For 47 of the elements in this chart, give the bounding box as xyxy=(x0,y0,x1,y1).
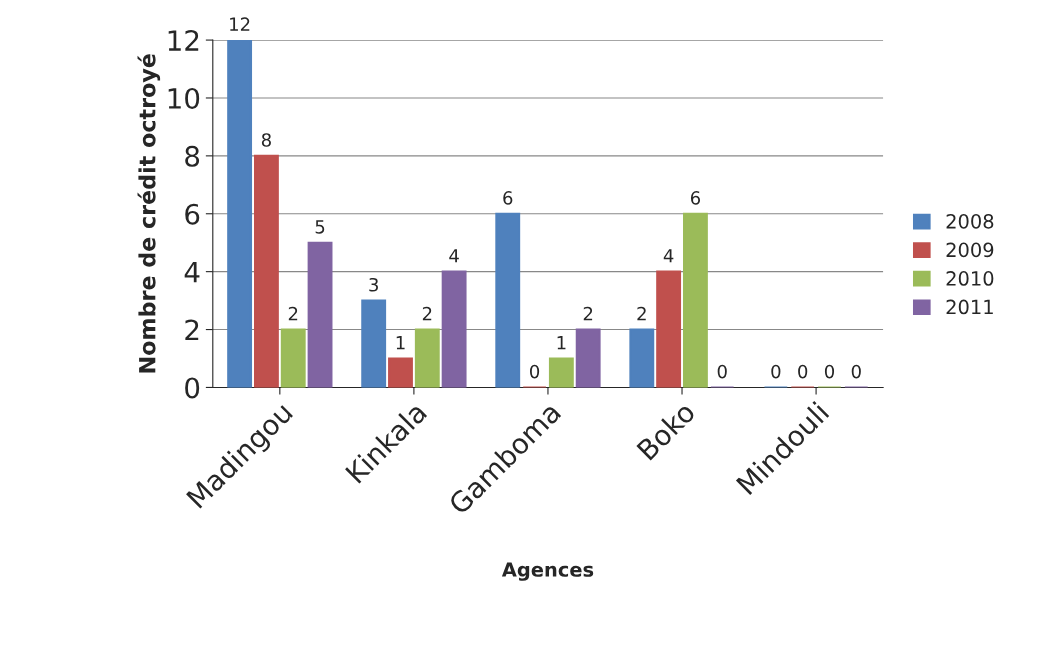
y-axis-title: Nombre de crédit octroyé xyxy=(137,54,161,373)
data-label: 0 xyxy=(771,364,781,379)
y-tick-label: 6 xyxy=(185,203,200,225)
bar xyxy=(441,270,467,388)
x-axis-title: Agences xyxy=(501,562,594,581)
bar xyxy=(682,212,708,388)
bar xyxy=(388,357,413,388)
data-label: 6 xyxy=(690,191,701,205)
bar xyxy=(227,40,253,388)
data-label: 2 xyxy=(422,306,432,321)
bar xyxy=(280,328,306,388)
y-tick-label: 12 xyxy=(168,30,199,51)
data-label: 2 xyxy=(288,306,298,321)
data-label: 0 xyxy=(824,364,835,379)
bar xyxy=(361,299,387,388)
data-label: 5 xyxy=(315,220,325,234)
data-label: 3 xyxy=(369,277,378,292)
bar xyxy=(253,154,279,388)
bar xyxy=(307,241,333,388)
data-label: 0 xyxy=(717,364,727,379)
bar xyxy=(495,212,521,388)
legend-label: 2009 xyxy=(946,242,994,258)
data-label: 2 xyxy=(583,306,593,321)
y-tick-label: 2 xyxy=(185,319,199,341)
y-tick-label: 4 xyxy=(184,261,200,283)
y-tick-label: 10 xyxy=(168,87,200,109)
bar xyxy=(414,328,440,388)
y-tick-label: 0 xyxy=(185,377,200,399)
data-label: 12 xyxy=(230,17,250,31)
bar xyxy=(575,328,601,388)
legend-label: 2008 xyxy=(946,213,994,229)
legend-label: 2011 xyxy=(946,299,993,315)
data-label: 4 xyxy=(663,249,674,263)
data-label: 2 xyxy=(637,306,646,321)
data-label: 1 xyxy=(396,336,405,350)
data-label: 8 xyxy=(261,133,271,147)
y-tick-label: 8 xyxy=(185,145,200,167)
legend-label: 2010 xyxy=(946,271,994,286)
data-label: 1 xyxy=(557,336,566,350)
data-label: 0 xyxy=(798,364,808,379)
bar xyxy=(629,328,655,388)
data-label: 4 xyxy=(449,249,459,263)
bar xyxy=(656,270,682,388)
data-label: 6 xyxy=(503,191,513,205)
data-label: 0 xyxy=(530,364,540,379)
data-label: 0 xyxy=(851,364,861,379)
bar xyxy=(548,357,574,388)
